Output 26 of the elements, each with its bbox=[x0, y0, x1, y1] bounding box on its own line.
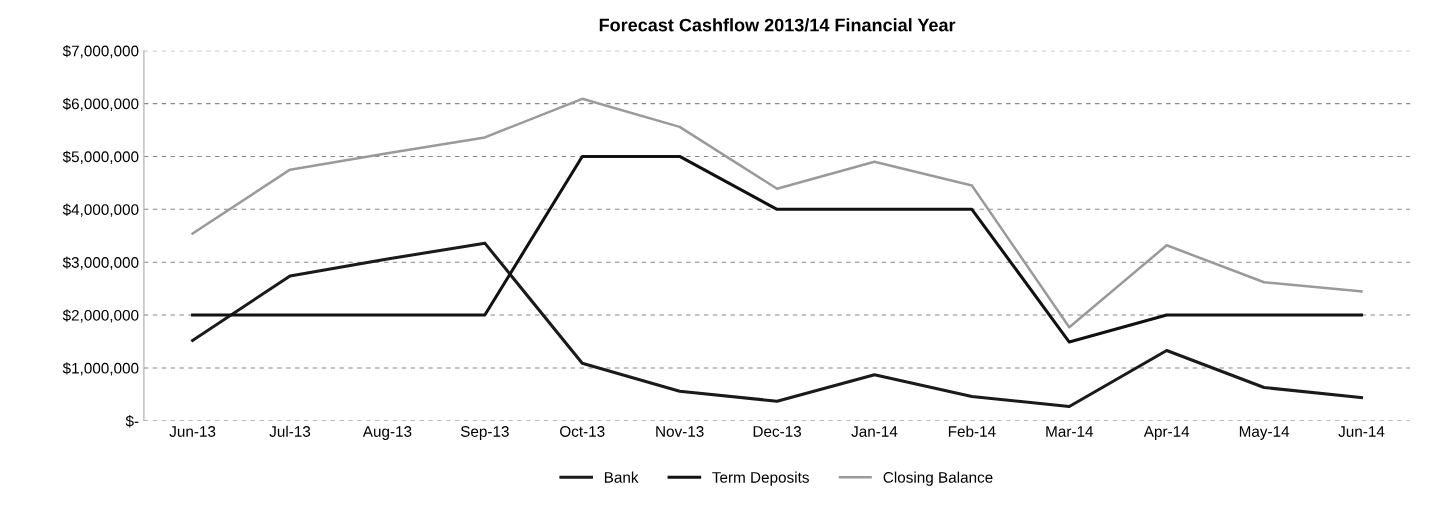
y-tick-label: $6,000,000 bbox=[62, 97, 139, 112]
y-tick-label: $2,000,000 bbox=[62, 309, 139, 323]
line-series bbox=[191, 97, 1363, 329]
x-tick-label: Feb-14 bbox=[948, 425, 996, 437]
chart-title: Forecast Cashflow 2013/14 Financial Year bbox=[599, 18, 956, 32]
legend-label: Bank bbox=[604, 471, 639, 483]
y-tick-label: $1,000,000 bbox=[62, 362, 139, 376]
legend-label: Closing Balance bbox=[883, 471, 993, 486]
x-tick-label: Jul-13 bbox=[269, 425, 311, 437]
y-tick-label: $5,000,000 bbox=[62, 150, 139, 164]
legend-label: Term Deposits bbox=[712, 471, 809, 486]
y-tick-label: $7,000,000 bbox=[62, 44, 139, 59]
x-tick-label: Mar-14 bbox=[1046, 426, 1094, 437]
y-tick-label: $4,000,000 bbox=[62, 203, 139, 217]
x-tick-label: May-14 bbox=[1239, 426, 1290, 440]
x-tick-label: Jun-13 bbox=[169, 426, 216, 437]
x-tick-label: Jan-14 bbox=[851, 426, 898, 437]
y-tick-label: $3,000,000 bbox=[62, 256, 139, 270]
x-tick-label: Sep-13 bbox=[460, 426, 509, 440]
x-tick-label: Dec-13 bbox=[753, 426, 802, 437]
x-tick-label: Oct-13 bbox=[560, 426, 605, 437]
y-tick-label: $- bbox=[125, 415, 139, 428]
x-tick-label: Apr-14 bbox=[1143, 426, 1190, 440]
x-tick-label: Aug-13 bbox=[362, 426, 412, 440]
x-tick-label: Nov-13 bbox=[656, 426, 704, 437]
x-tick-label: Jun-14 bbox=[1338, 426, 1385, 437]
